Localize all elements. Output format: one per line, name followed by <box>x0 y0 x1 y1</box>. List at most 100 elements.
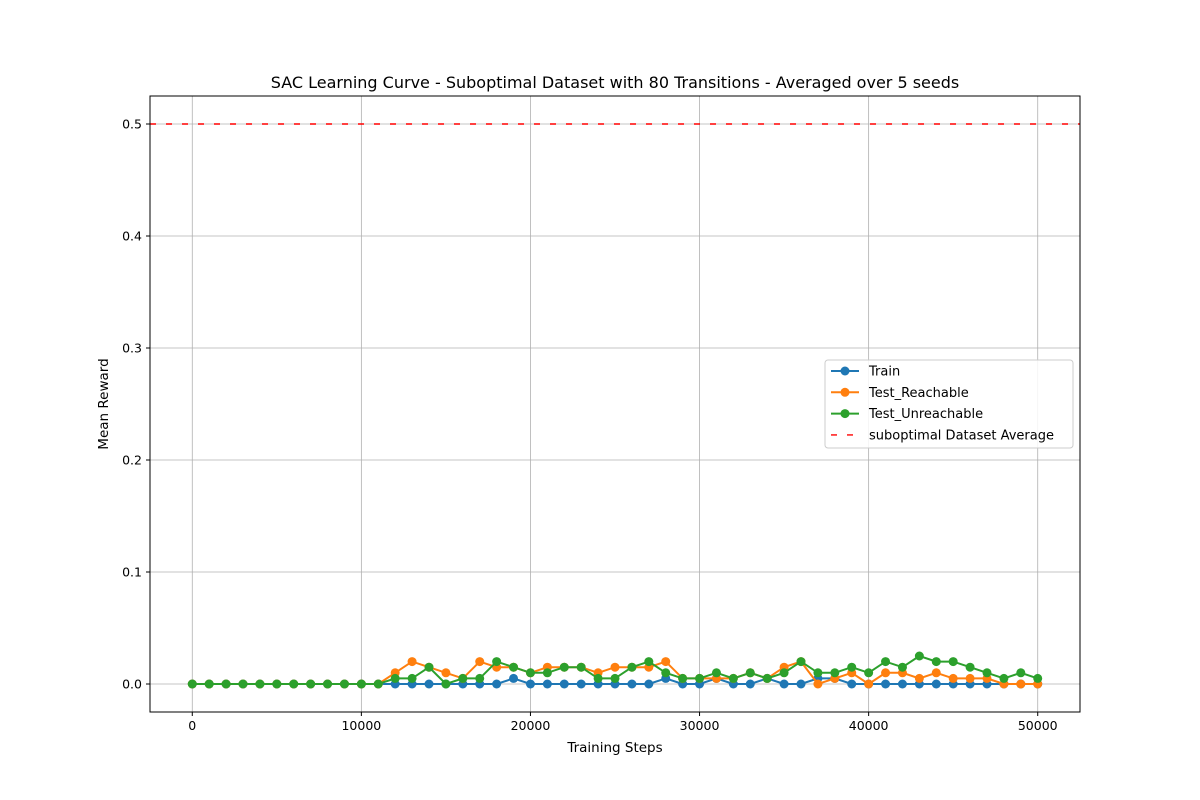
x-tick-label: 30000 <box>680 718 720 733</box>
data-point <box>509 662 519 672</box>
legend-label: Test_Unreachable <box>868 407 983 422</box>
data-point <box>745 668 755 678</box>
data-point <box>948 657 958 667</box>
data-point <box>897 679 907 689</box>
data-point <box>339 679 349 689</box>
data-point <box>509 673 519 683</box>
data-point <box>576 679 586 689</box>
series-layer <box>187 651 1043 689</box>
data-point <box>238 679 248 689</box>
plot-frame <box>149 95 1081 713</box>
data-point <box>373 679 383 689</box>
x-axis-label: Training Steps <box>566 740 662 756</box>
data-point <box>542 668 552 678</box>
data-point <box>458 673 468 683</box>
data-point <box>424 662 434 672</box>
data-point <box>407 673 417 683</box>
x-tick-label: 0 <box>188 718 196 733</box>
data-point <box>914 651 924 661</box>
legend-marker <box>840 409 850 419</box>
data-point <box>492 679 502 689</box>
data-point <box>931 679 941 689</box>
data-point <box>492 657 502 667</box>
data-point <box>881 668 891 678</box>
x-tick-label: 10000 <box>341 718 381 733</box>
data-point <box>914 673 924 683</box>
legend: Train Test_Reachable Test_Unreachablesubop… <box>824 359 1074 449</box>
data-point <box>779 679 789 689</box>
data-point <box>644 679 654 689</box>
legend-label: Train <box>868 365 900 380</box>
data-point <box>356 679 366 689</box>
data-point <box>661 657 671 667</box>
data-point <box>306 679 316 689</box>
data-point <box>1016 679 1026 689</box>
data-point <box>475 657 485 667</box>
data-point <box>982 668 992 678</box>
x-tick-label: 20000 <box>511 718 551 733</box>
data-point <box>711 668 721 678</box>
grid-layer <box>150 96 1080 712</box>
legend-marker <box>840 366 850 376</box>
data-point <box>576 662 586 672</box>
data-point <box>559 662 569 672</box>
data-point <box>796 679 806 689</box>
data-point <box>221 679 231 689</box>
data-point <box>864 679 874 689</box>
data-point <box>204 679 214 689</box>
data-point <box>931 657 941 667</box>
x-tick-label: 50000 <box>1018 718 1058 733</box>
legend-marker <box>840 387 850 397</box>
data-point <box>525 679 535 689</box>
data-point <box>847 662 857 672</box>
data-point <box>965 662 975 672</box>
data-point <box>796 657 806 667</box>
data-point <box>407 657 417 667</box>
data-point <box>424 679 434 689</box>
x-tick-label: 40000 <box>849 718 889 733</box>
legend-label: Test_Reachable <box>868 386 969 401</box>
data-point <box>661 668 671 678</box>
data-point <box>1033 673 1043 683</box>
data-point <box>847 679 857 689</box>
data-point <box>441 668 451 678</box>
ticks-layer: 0 10000 20000 30000 40000 50000 0.0 0.1 0.2 0.3 0.… <box>122 117 1058 734</box>
data-point <box>864 668 874 678</box>
data-point <box>559 679 569 689</box>
data-point <box>678 673 688 683</box>
legend-box <box>824 359 1074 449</box>
data-point <box>897 662 907 672</box>
y-tick-label: 0.2 <box>122 453 142 468</box>
data-point <box>695 673 705 683</box>
y-axis-label: Mean Reward <box>96 358 112 449</box>
data-point <box>323 679 333 689</box>
legend-label: suboptimal Dataset Average <box>869 428 1054 443</box>
data-point <box>627 662 637 672</box>
data-point <box>813 668 823 678</box>
data-point <box>762 673 772 683</box>
data-point <box>999 673 1009 683</box>
data-point <box>475 673 485 683</box>
y-tick-label: 0.4 <box>122 229 142 244</box>
data-point <box>610 662 620 672</box>
data-point <box>255 679 265 689</box>
y-tick-label: 0.5 <box>122 117 142 132</box>
data-point <box>525 668 535 678</box>
series-test-unreachable <box>187 651 1043 689</box>
data-point <box>542 679 552 689</box>
data-point <box>948 673 958 683</box>
data-point <box>1016 668 1026 678</box>
data-point <box>627 679 637 689</box>
data-point <box>965 673 975 683</box>
data-point <box>813 679 823 689</box>
data-point <box>779 668 789 678</box>
data-point <box>272 679 282 689</box>
y-tick-label: 0.0 <box>122 677 142 692</box>
data-point <box>289 679 299 689</box>
data-point <box>187 679 197 689</box>
data-point <box>931 668 941 678</box>
data-point <box>610 673 620 683</box>
chart-title: SAC Learning Curve - Suboptimal Dataset … <box>271 73 959 92</box>
data-point <box>644 657 654 667</box>
